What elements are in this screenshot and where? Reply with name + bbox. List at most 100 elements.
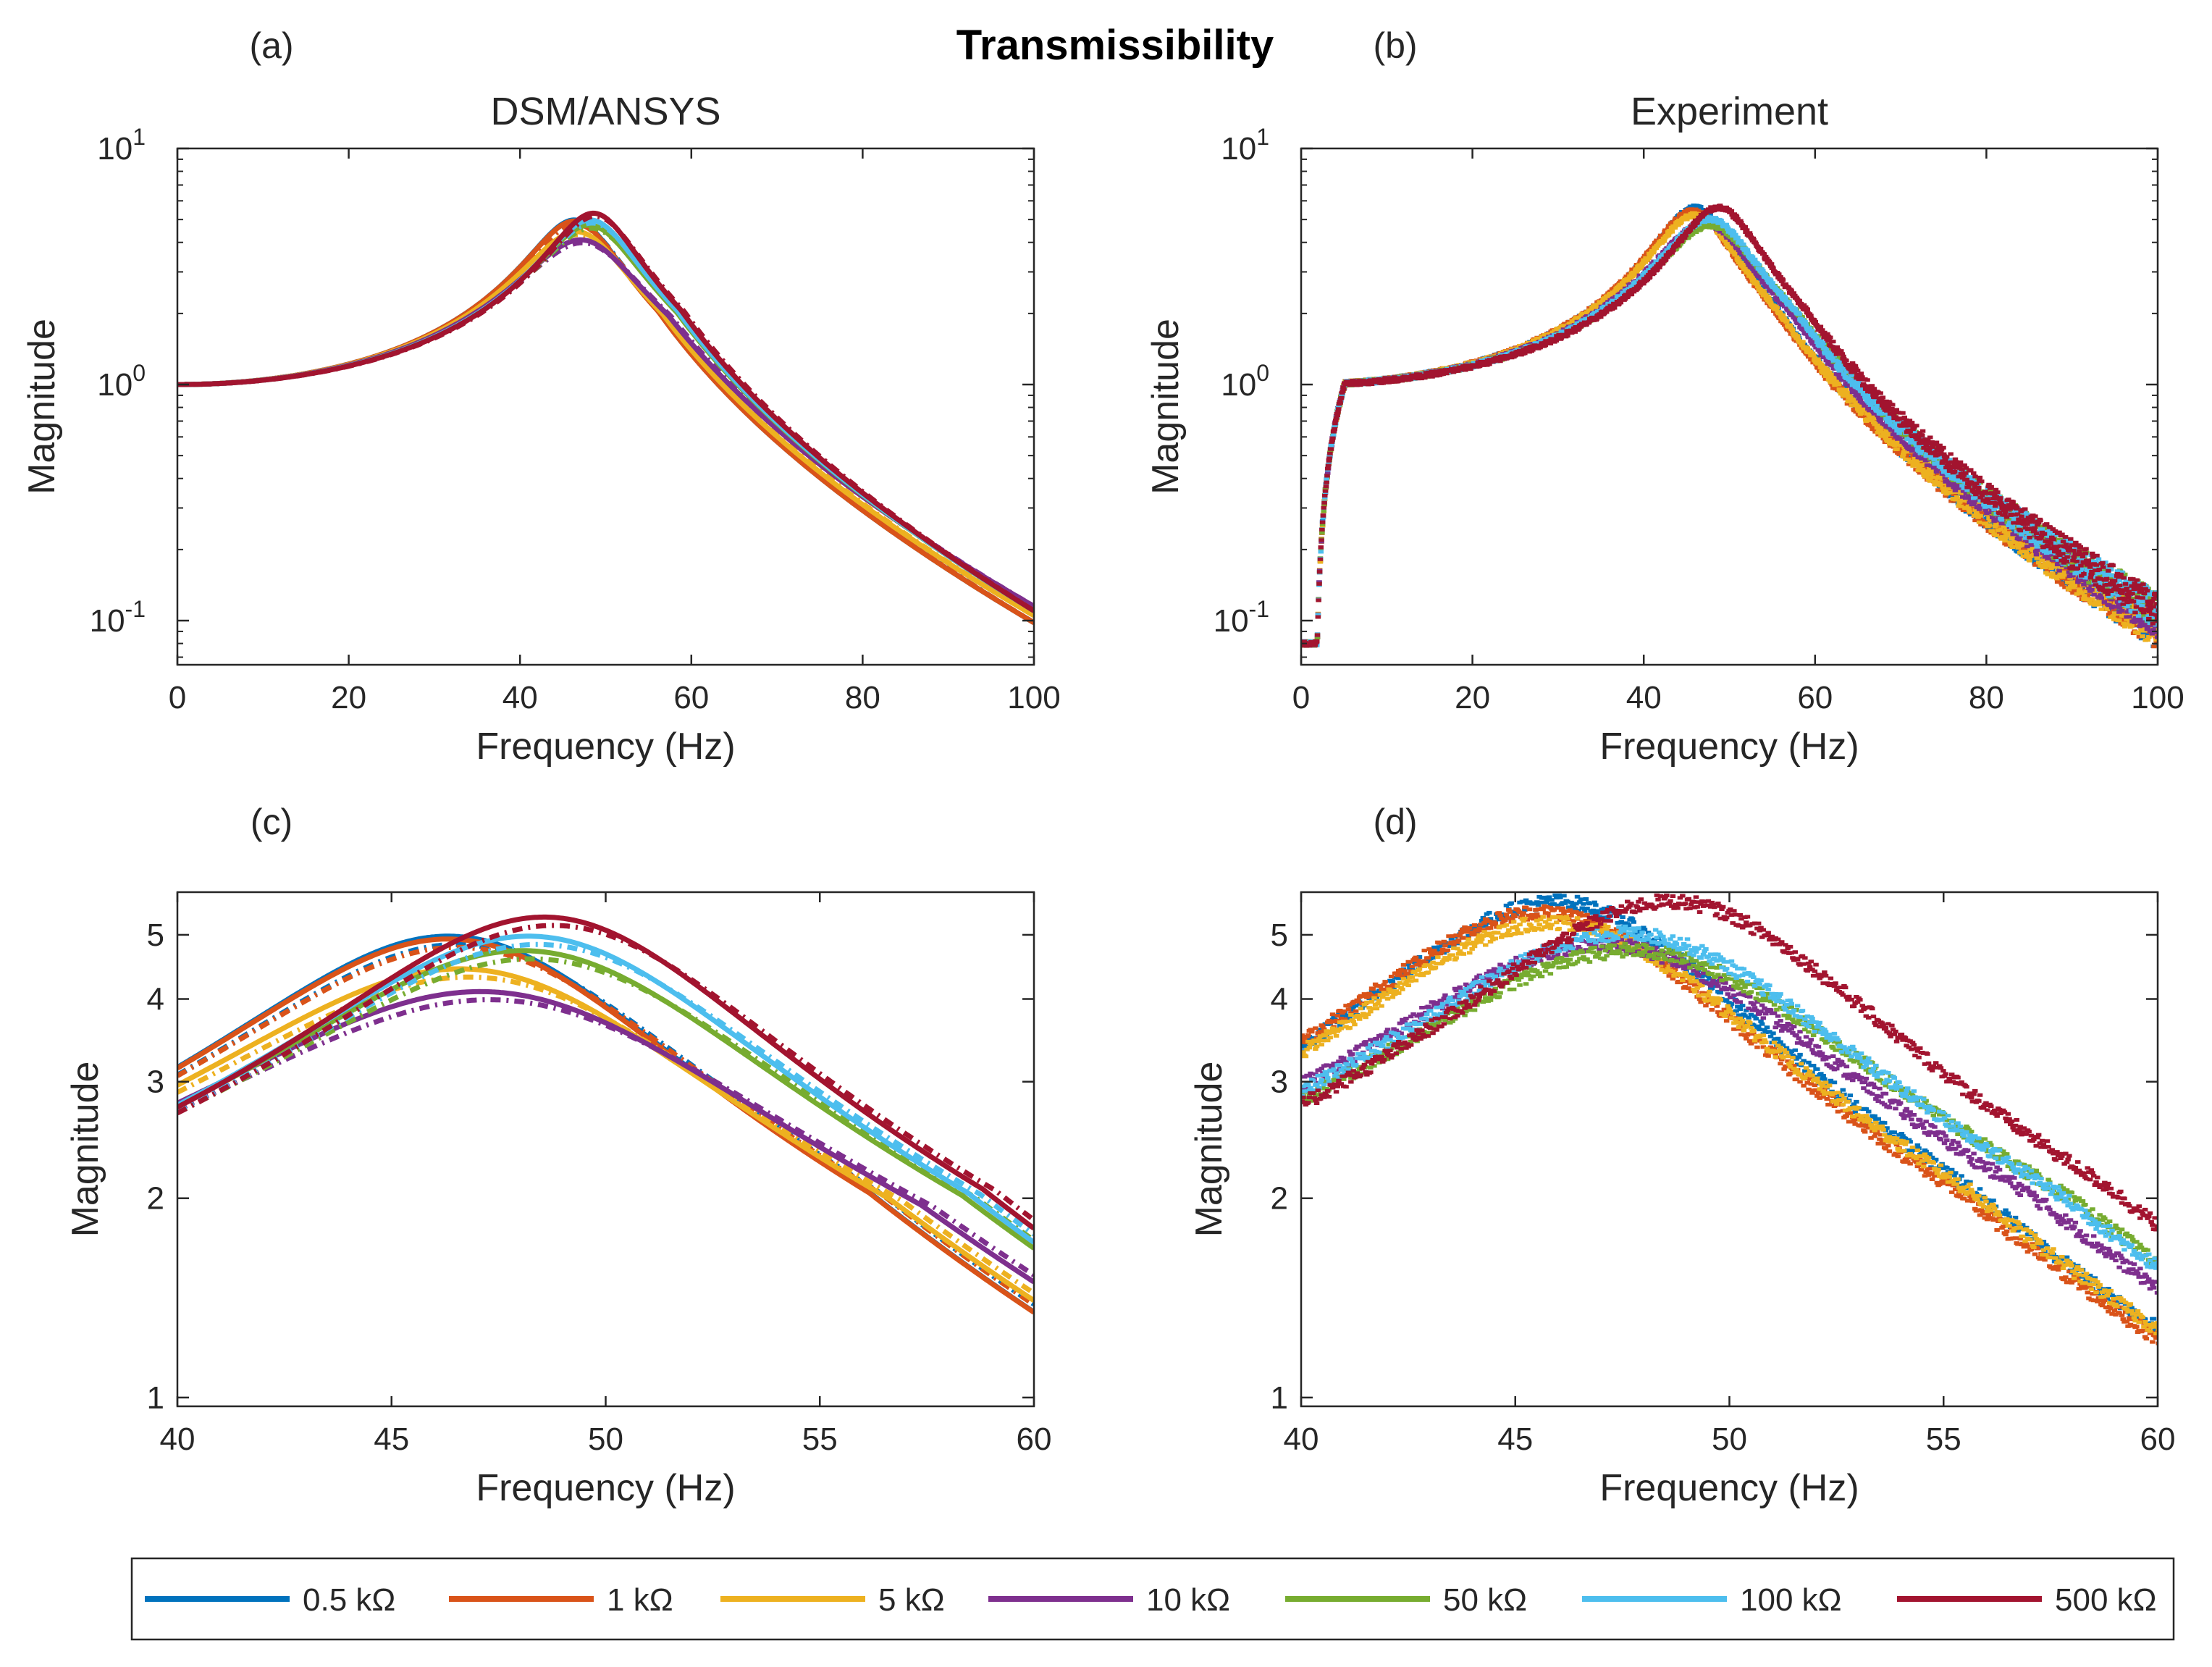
panel-title-b: Experiment <box>1631 90 1828 133</box>
series-50k-a-line <box>177 222 1034 613</box>
legend-label: 10 kΩ <box>1146 1582 1230 1618</box>
legend-label: 50 kΩ <box>1443 1582 1527 1618</box>
series-10k-a-line <box>177 237 1034 609</box>
y-tick-label: 100 <box>97 360 146 403</box>
x-tick-label: 40 <box>502 680 538 715</box>
x-tick-label: 45 <box>1497 1422 1533 1457</box>
series-5k-a-line <box>177 229 1034 618</box>
axes-box-a <box>176 147 1035 666</box>
x-tick-label: 60 <box>1017 1422 1052 1457</box>
series-100k-a-line <box>177 217 1034 613</box>
axes-box-b <box>1300 147 2159 666</box>
panel-label-c: (c) <box>251 802 293 842</box>
x-tick-label: 50 <box>1712 1422 1747 1457</box>
legend-label: 1 kΩ <box>607 1582 673 1618</box>
series-5k-a-dashed <box>177 232 1034 618</box>
series-50k-a-dashed <box>177 225 1034 613</box>
panel-title-a: DSM/ANSYS <box>490 90 720 133</box>
series-50k-b-dots <box>1301 221 2158 648</box>
legend-label: 0.5 kΩ <box>303 1582 395 1618</box>
x-tick-label: 60 <box>1797 680 1833 715</box>
plot-area-c <box>177 914 1034 1315</box>
x-tick-label: 20 <box>1455 680 1490 715</box>
x-tick-label: 55 <box>802 1422 838 1457</box>
x-axis-label: Frequency (Hz) <box>476 726 735 768</box>
panel-label-d: (d) <box>1373 802 1417 842</box>
y-tick-label: 100 <box>1221 360 1269 403</box>
x-tick-label: 40 <box>1284 1422 1319 1457</box>
plot-area-b <box>1301 203 2158 649</box>
legend-item: 50 kΩ <box>1285 1582 1527 1618</box>
legend-item: 0.5 kΩ <box>145 1582 395 1618</box>
y-tick-label: 10-1 <box>1214 596 1269 639</box>
series-500k-a-dashed <box>177 213 1034 613</box>
y-tick-label: 1 <box>1271 1380 1288 1416</box>
series-1k-b-dots <box>1301 207 2158 649</box>
x-tick-label: 100 <box>2131 680 2184 715</box>
legend-item: 5 kΩ <box>720 1582 945 1618</box>
x-tick-label: 40 <box>1626 680 1662 715</box>
x-tick-label: 100 <box>1007 680 1060 715</box>
series-100k-a-dashed <box>177 220 1034 613</box>
x-axis-label: Frequency (Hz) <box>476 1467 735 1509</box>
x-tick-label: 0 <box>169 680 186 715</box>
series-500k-d-dots <box>1301 893 2158 1232</box>
y-tick-label: 1 <box>147 1380 164 1416</box>
series-50k-d-dots <box>1301 941 2158 1269</box>
x-tick-label: 80 <box>845 680 880 715</box>
series-0_5k-a-line <box>177 217 1034 625</box>
panel-label-a: (a) <box>249 25 293 66</box>
x-tick-label: 80 <box>1969 680 2004 715</box>
legend-item: 1 kΩ <box>449 1582 673 1618</box>
y-axis-label: Magnitude <box>21 319 63 495</box>
panel-a: 0 20 40 60 80 100 10-1 100 101 Frequency (Hz) Magn… <box>21 25 1061 768</box>
x-tick-label: 60 <box>2140 1422 2176 1457</box>
series-1k-c-dashed <box>177 944 1034 1307</box>
y-tick-label: 5 <box>1271 918 1288 953</box>
x-axis-label: Frequency (Hz) <box>1599 726 1859 768</box>
x-tick-label: 20 <box>331 680 366 715</box>
series-5k-b-dots <box>1301 211 2158 648</box>
series-100k-b-dots <box>1301 215 2158 648</box>
series-50k-c-dashed <box>177 956 1034 1243</box>
series-500k-c-dashed <box>177 923 1034 1222</box>
x-tick-label: 50 <box>588 1422 623 1457</box>
series-10k-a-dashed <box>177 240 1034 609</box>
x-axis-label: Frequency (Hz) <box>1599 1467 1859 1509</box>
y-tick-label: 4 <box>1271 982 1288 1017</box>
series-1k-c-line <box>177 936 1034 1315</box>
y-axis-label: Magnitude <box>1145 319 1187 495</box>
x-tick-label: 55 <box>1926 1422 1961 1457</box>
series-10k-c-line <box>177 988 1034 1285</box>
plot-area-a <box>177 210 1034 625</box>
x-tick-label: 45 <box>374 1422 409 1457</box>
y-tick-label: 4 <box>147 982 164 1017</box>
series-10k-b-dots <box>1301 219 2158 648</box>
x-tick-label: 60 <box>673 680 709 715</box>
figure-title: Transmissibility <box>956 22 1274 69</box>
legend-item: 500 kΩ <box>1897 1582 2157 1618</box>
y-tick-label: 101 <box>1221 124 1269 167</box>
y-tick-label: 3 <box>147 1065 164 1100</box>
panel-b: 0 20 40 60 80 100 10-1 100 101 Frequency (Hz) Magn… <box>1145 25 2184 768</box>
x-tick-label: 40 <box>160 1422 195 1457</box>
y-tick-label: 2 <box>1271 1181 1288 1217</box>
legend-label: 5 kΩ <box>878 1582 945 1618</box>
x-tick-label: 0 <box>1292 680 1310 715</box>
series-500k-a-line <box>177 210 1034 613</box>
plot-area-d <box>1301 893 2158 1345</box>
series-0_5k-a-dashed <box>177 220 1034 625</box>
series-500k-c-line <box>177 914 1034 1231</box>
y-axis-label: Magnitude <box>1188 1062 1230 1238</box>
panel-label-b: (b) <box>1373 25 1417 66</box>
legend: 0.5 kΩ 1 kΩ 5 kΩ 10 kΩ 50 kΩ 100 kΩ 500 kΩ <box>130 1557 2175 1641</box>
series-1k-a-line <box>177 218 1034 625</box>
series-0_5k-b-dots <box>1301 203 2158 648</box>
legend-label: 100 kΩ <box>1740 1582 1842 1618</box>
series-500k-b-dots <box>1301 203 2158 648</box>
y-tick-label: 10-1 <box>90 596 146 639</box>
